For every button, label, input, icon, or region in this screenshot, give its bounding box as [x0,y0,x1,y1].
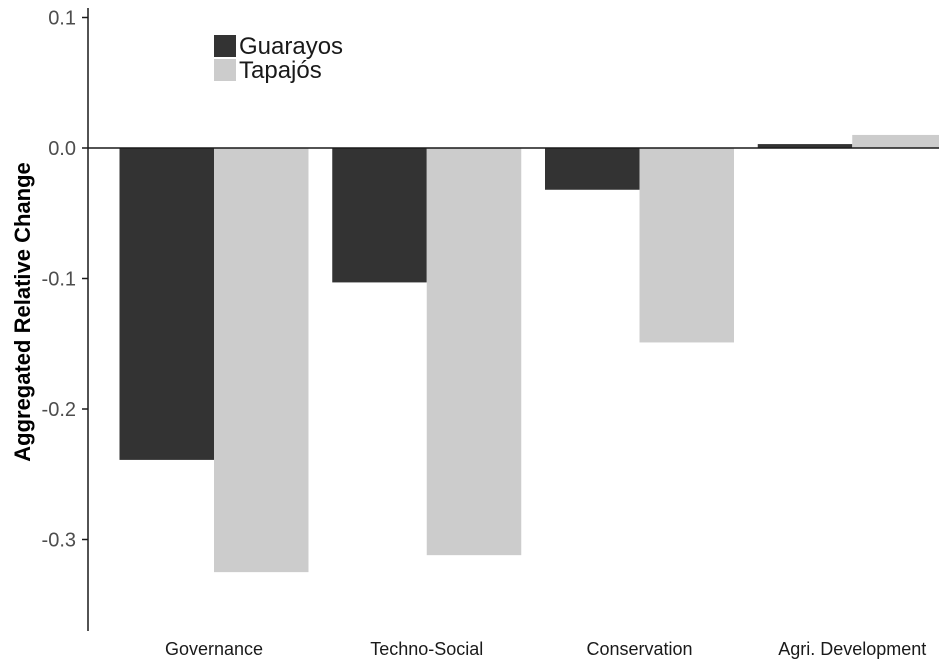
y-ticks: 0.1 0.0 -0.1 -0.2 -0.3 [42,8,88,552]
y-tick-label: 0.0 [48,138,76,160]
bar-guarayos-techno-social [332,148,427,283]
bar-guarayos-agri-development [757,144,853,148]
bar-tapajs-conservation [639,148,734,343]
legend-label: Guarayos [239,33,343,60]
legend-label: Tapajós [239,57,322,84]
y-axis-title: Aggregated Relative Change [10,162,35,462]
bar-tapajs-agri-development [852,134,939,148]
x-category-labels: Governance Techno-Social Conservation Agri.… [165,639,926,659]
y-tick-label: -0.3 [42,530,76,552]
bar-guarayos-governance [119,148,214,460]
bars [119,134,939,573]
x-category-label: Governance [165,639,263,659]
y-tick-label: 0.1 [48,8,76,30]
y-tick-label: -0.2 [42,399,76,421]
x-category-label: Techno-Social [370,639,483,659]
bar-guarayos-conservation [545,148,640,190]
x-category-label: Conservation [586,639,692,659]
x-category-label: Agri. Development [778,639,926,659]
y-tick-label: -0.1 [42,269,76,291]
bar-tapajs-governance [214,148,309,573]
bar-tapajs-techno-social [426,148,522,556]
legend-swatch [214,59,236,81]
legend-swatch [214,35,236,57]
